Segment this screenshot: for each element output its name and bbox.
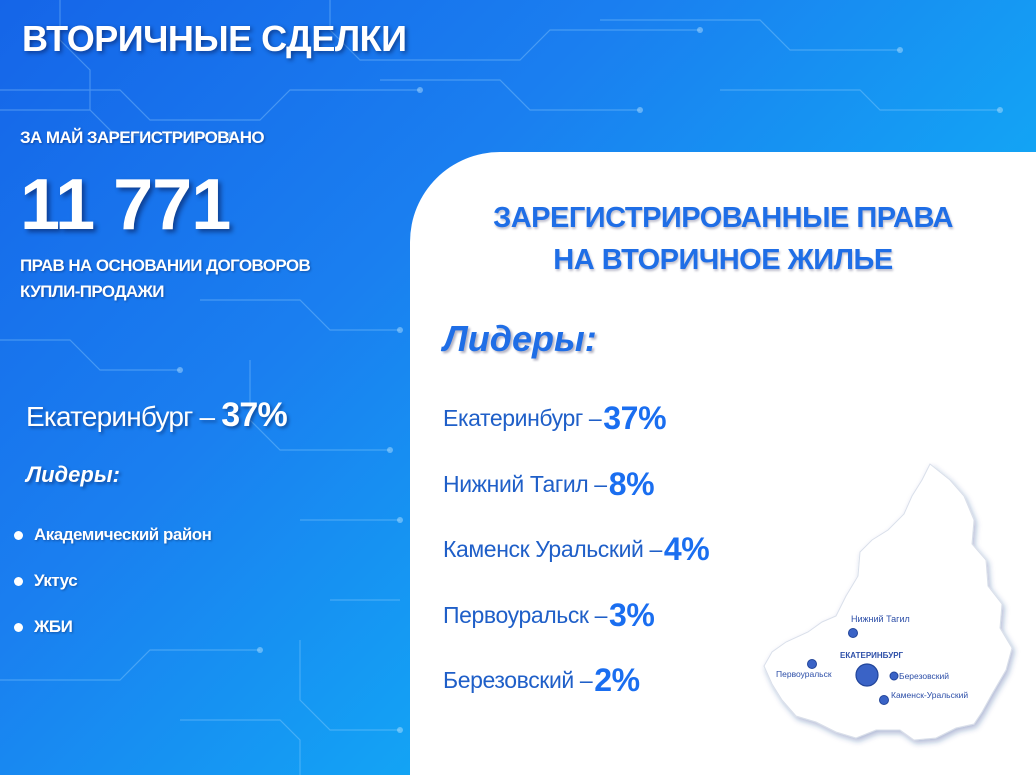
registered-count: 11 771 (20, 165, 231, 245)
ekaterinburg-pct: 37% (221, 396, 287, 434)
region-map: Нижний Тагил ЕКАТЕРИНБУРГ Первоуральск Б… (763, 463, 1013, 741)
panel-title-line1: ЗАРЕГИСТРИРОВАННЫЕ ПРАВА (493, 202, 953, 234)
registered-desc-line1: ПРАВ НА ОСНОВАНИИ ДОГОВОРОВ (20, 256, 311, 275)
page-title: ВТОРИЧНЫЕ СДЕЛКИ (22, 18, 407, 59)
city-name: Екатеринбург – (443, 405, 602, 432)
list-item: Нижний Тагил – 8% (443, 452, 709, 518)
district-name: Академический район (34, 525, 212, 544)
pervouralsk-label: Первоуральск (776, 669, 832, 679)
district-name: Уктус (34, 571, 78, 590)
registered-description: ПРАВ НА ОСНОВАНИИ ДОГОВОРОВ КУПЛИ-ПРОДАЖ… (20, 253, 311, 305)
panel-title-line2: НА ВТОРИЧНОЕ ЖИЛЬЕ (553, 244, 893, 276)
city-name: Нижний Тагил – (443, 470, 607, 497)
city-pct: 8% (608, 465, 655, 502)
bullet-icon (14, 576, 23, 586)
ekaterinburg-marker (855, 663, 879, 687)
list-item: Академический район (14, 512, 212, 558)
bullet-icon (14, 622, 23, 632)
ekaterinburg-share: Екатеринбург – 37% (26, 396, 288, 435)
city-list: Екатеринбург – 37% Нижний Тагил – 8% Кам… (443, 386, 710, 714)
cities-leaders-label: Лидеры: (443, 318, 597, 359)
district-list: Академический район Уктус ЖБИ (14, 512, 212, 650)
list-item: Березовский – 2% (443, 648, 709, 714)
registered-desc-line2: КУПЛИ-ПРОДАЖИ (20, 282, 165, 301)
list-item: Каменск Уральский – 4% (443, 517, 710, 583)
bullet-icon (14, 530, 23, 540)
city-pct: 4% (663, 531, 710, 568)
city-pct: 37% (603, 400, 667, 437)
list-item: Екатеринбург – 37% (443, 386, 709, 452)
nizhny-tagil-marker (848, 628, 858, 638)
registered-label: ЗА МАЙ ЗАРЕГИСТРИРОВАНО (20, 128, 265, 147)
panel-title: ЗАРЕГИСТРИРОВАННЫЕ ПРАВА НА ВТОРИЧНОЕ ЖИ… (410, 197, 1036, 281)
nizhny-tagil-label: Нижний Тагил (851, 614, 910, 624)
kamensk-label: Каменск-Уральский (891, 690, 968, 700)
city-pct: 3% (608, 596, 655, 633)
ekaterinburg-label: ЕКАТЕРИНБУРГ (840, 651, 904, 660)
berezovsky-marker (889, 671, 899, 681)
pervouralsk-marker (807, 659, 817, 669)
city-name: Березовский – (443, 667, 593, 694)
kamensk-marker (879, 695, 889, 705)
region-outline (763, 463, 1013, 741)
list-item: Первоуральск – 3% (443, 583, 709, 649)
districts-leaders-label: Лидеры: (26, 462, 120, 487)
berezovsky-label: Березовский (899, 671, 949, 681)
city-pct: 2% (594, 662, 640, 699)
list-item: ЖБИ (14, 604, 211, 650)
city-name: Первоуральск – (443, 601, 607, 628)
district-name: ЖБИ (34, 617, 73, 636)
list-item: Уктус (14, 558, 211, 604)
ekaterinburg-name: Екатеринбург – (26, 401, 222, 432)
city-name: Каменск Уральский – (443, 536, 662, 563)
